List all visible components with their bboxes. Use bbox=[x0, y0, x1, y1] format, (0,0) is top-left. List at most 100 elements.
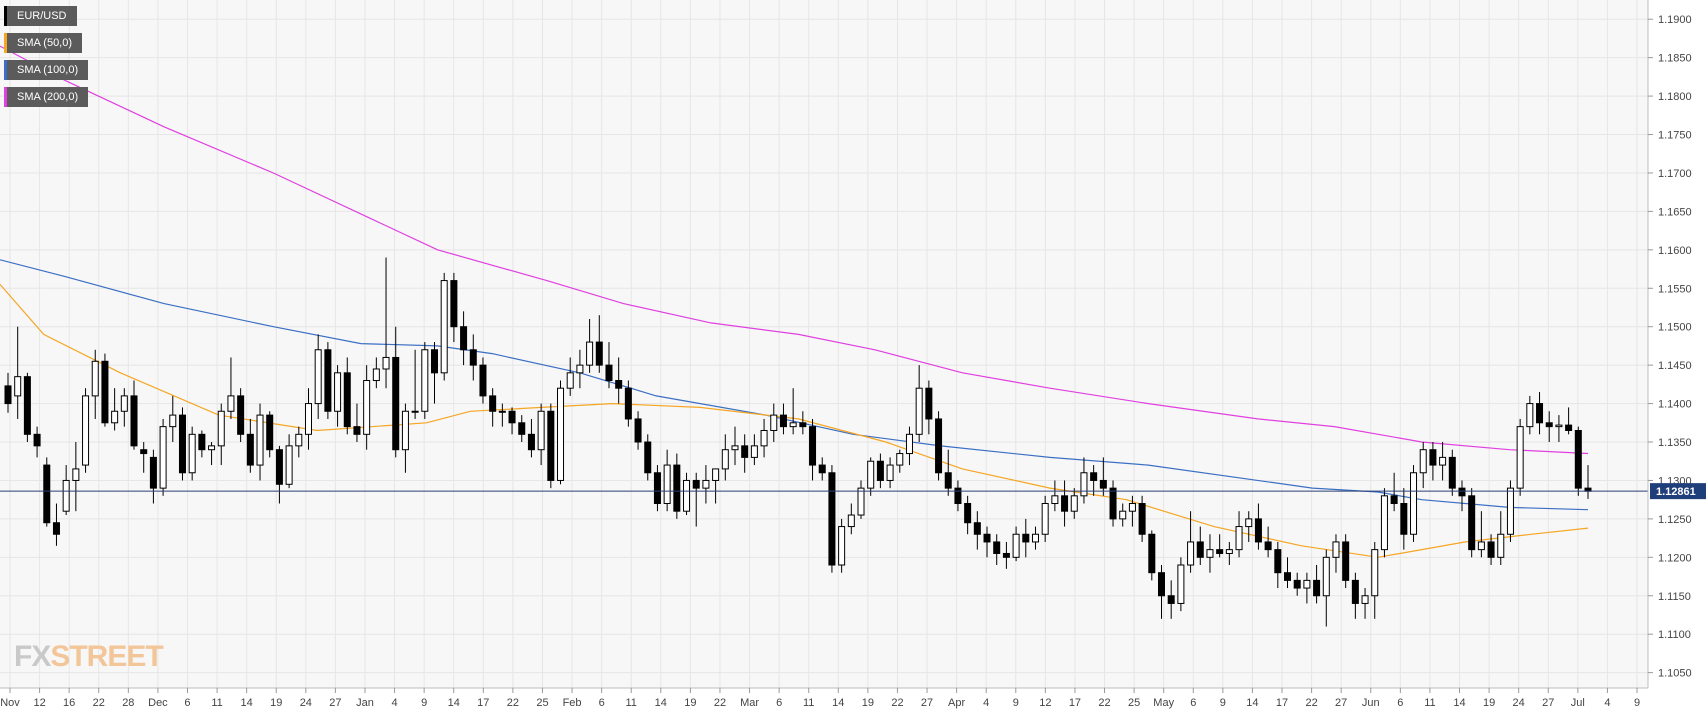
date-tick-label: 14 bbox=[448, 697, 460, 709]
candle-body bbox=[178, 414, 186, 474]
candle bbox=[663, 449, 671, 512]
candle-body bbox=[993, 541, 1001, 554]
candle bbox=[159, 418, 167, 496]
candle bbox=[1545, 411, 1553, 443]
candle bbox=[43, 457, 51, 527]
candle bbox=[237, 388, 245, 443]
date-tick-label: 25 bbox=[1128, 697, 1140, 709]
candle bbox=[634, 411, 642, 450]
candle bbox=[4, 372, 12, 413]
candle-body bbox=[1293, 579, 1301, 589]
date-tick-label: Feb bbox=[563, 697, 582, 709]
price-tick-label: 1.1750 bbox=[1658, 130, 1692, 142]
candle-body bbox=[372, 368, 380, 382]
candle-body bbox=[789, 422, 797, 428]
candle bbox=[304, 388, 312, 450]
candle bbox=[227, 357, 235, 419]
candle-body bbox=[1410, 472, 1418, 535]
candle bbox=[1167, 580, 1175, 619]
candle bbox=[1555, 415, 1563, 443]
candle-body bbox=[1254, 518, 1262, 543]
candle-body bbox=[1439, 456, 1447, 466]
price-tick-label: 1.1500 bbox=[1658, 322, 1692, 334]
candle-body bbox=[624, 387, 632, 420]
candle-body bbox=[760, 429, 768, 447]
date-tick-label: 22 bbox=[507, 697, 519, 709]
candle-body bbox=[101, 360, 109, 424]
candle-body bbox=[1061, 495, 1069, 512]
candle bbox=[178, 407, 186, 481]
candle-body bbox=[188, 433, 196, 474]
candle-body bbox=[1419, 449, 1427, 474]
price-tick-label: 1.1450 bbox=[1658, 360, 1692, 372]
candle-body bbox=[1351, 579, 1359, 604]
candle bbox=[1138, 495, 1146, 542]
candle bbox=[130, 380, 138, 450]
candle-body bbox=[721, 449, 729, 470]
candle bbox=[1380, 488, 1388, 558]
legend-item-eurusd[interactable]: EUR/USD bbox=[4, 6, 77, 26]
candle-body bbox=[130, 395, 138, 447]
candle bbox=[72, 442, 80, 512]
candle-body bbox=[14, 376, 22, 397]
candle-body bbox=[770, 414, 778, 431]
candle bbox=[440, 272, 448, 381]
candle bbox=[23, 372, 31, 443]
candle-body bbox=[1090, 472, 1098, 481]
candle bbox=[1400, 488, 1408, 550]
candle bbox=[1574, 426, 1582, 496]
candle bbox=[1361, 588, 1369, 619]
candle-body bbox=[634, 418, 642, 443]
date-tick-label: 6 bbox=[1397, 697, 1403, 709]
candle bbox=[1235, 511, 1243, 558]
date-tick-label: 14 bbox=[241, 697, 253, 709]
candle-body bbox=[111, 410, 119, 424]
legend-item-sma100[interactable]: SMA (100,0) bbox=[4, 60, 89, 80]
candle bbox=[1187, 511, 1195, 573]
candle bbox=[838, 518, 846, 573]
date-tick-label: 6 bbox=[776, 697, 782, 709]
candle bbox=[1322, 549, 1330, 627]
candle bbox=[285, 434, 293, 489]
candle bbox=[266, 411, 274, 458]
candle-body bbox=[256, 414, 264, 466]
candle bbox=[1390, 472, 1398, 512]
candle bbox=[111, 388, 119, 431]
legend-item-sma200[interactable]: SMA (200,0) bbox=[4, 87, 89, 107]
candle bbox=[537, 403, 545, 466]
candle-body bbox=[1342, 541, 1350, 581]
candle bbox=[1080, 457, 1088, 504]
candle-body bbox=[615, 380, 623, 389]
candle-body bbox=[1002, 552, 1010, 558]
candle-body bbox=[1128, 503, 1136, 512]
date-tick-label: Dec bbox=[148, 697, 168, 709]
candle-body bbox=[479, 364, 487, 397]
date-tick-label: 11 bbox=[211, 697, 222, 709]
candle bbox=[847, 503, 855, 535]
last-price-badge: 1.12861 bbox=[1650, 483, 1706, 500]
candle-body bbox=[915, 387, 923, 435]
candle-body bbox=[1216, 549, 1224, 554]
candle bbox=[702, 465, 710, 504]
candle-body bbox=[566, 372, 574, 389]
last-price-label: 1.12861 bbox=[1656, 486, 1696, 498]
candle bbox=[1284, 557, 1292, 589]
candle-body bbox=[1225, 549, 1233, 554]
candle bbox=[644, 434, 652, 481]
candle bbox=[62, 465, 70, 516]
legend-item-sma50[interactable]: SMA (50,0) bbox=[4, 33, 83, 53]
date-tick-label: 6 bbox=[1190, 697, 1196, 709]
candle-body bbox=[973, 522, 981, 535]
candle-body bbox=[169, 414, 177, 428]
date-tick-label: 11 bbox=[803, 697, 814, 709]
price-tick-label: 1.1800 bbox=[1658, 91, 1692, 103]
fxstreet-logo: FXSTREET bbox=[14, 640, 164, 673]
candle-body bbox=[1206, 549, 1214, 558]
candle-body bbox=[1380, 495, 1388, 551]
candle bbox=[217, 403, 225, 466]
candle bbox=[605, 342, 613, 389]
candle-body bbox=[741, 445, 749, 458]
candle bbox=[411, 349, 419, 419]
candle-body bbox=[1041, 503, 1049, 535]
